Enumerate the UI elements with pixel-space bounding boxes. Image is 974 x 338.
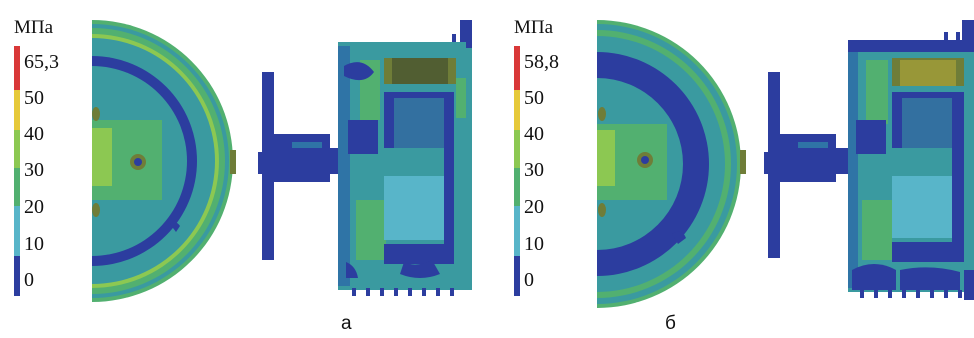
panel-caption-a: а [341, 313, 352, 334]
legend-band-yellow-a [14, 90, 20, 130]
legend-unit-b: МПа [514, 17, 554, 38]
legend-tick-b-max: 58,8 [524, 51, 559, 73]
panel-a [14, 20, 472, 302]
legend-band-dark-blue-a [14, 256, 20, 296]
legend-tick-b-20: 20 [524, 196, 544, 218]
legend-tick-a-40: 40 [24, 123, 44, 145]
housing-a [338, 20, 472, 296]
housing-teeth-a [352, 34, 472, 296]
legend-tick-b-0: 0 [524, 269, 534, 291]
legend-color-bar-b [514, 46, 520, 296]
legend-tick-a-50: 50 [24, 87, 44, 109]
legend-tick-b-10: 10 [524, 233, 544, 255]
legend-band-green-a [14, 168, 20, 206]
legend-tick-b-30: 30 [524, 159, 544, 181]
legend-tick-a-0: 0 [24, 269, 34, 291]
half-disc-b [597, 20, 746, 308]
legend-tick-b-50: 50 [524, 87, 544, 109]
legend-tick-a-max: 65,3 [24, 51, 59, 73]
housing-b [848, 20, 974, 300]
legend-band-cyan-a [14, 206, 20, 256]
legend-color-bar-a [14, 46, 20, 296]
legend-band-yellow-b [514, 90, 520, 130]
legend-tick-a-10: 10 [24, 233, 44, 255]
legend-band-light-green-a [14, 130, 20, 168]
housing-teeth-b [860, 32, 962, 298]
legend-band-dark-blue-b [514, 256, 520, 296]
legend-band-red-b [514, 46, 520, 90]
legend-unit-a: МПа [14, 17, 54, 38]
legend-tick-b-40: 40 [524, 123, 544, 145]
half-disc-a [92, 20, 236, 302]
panel-caption-b: б [665, 313, 676, 334]
legend-band-green-b [514, 168, 520, 206]
legend-tick-a-20: 20 [24, 196, 44, 218]
legend-tick-a-30: 30 [24, 159, 44, 181]
legend-band-red-a [14, 46, 20, 90]
panel-b [514, 20, 974, 308]
legend-band-light-green-b [514, 130, 520, 168]
legend-band-cyan-b [514, 206, 520, 256]
